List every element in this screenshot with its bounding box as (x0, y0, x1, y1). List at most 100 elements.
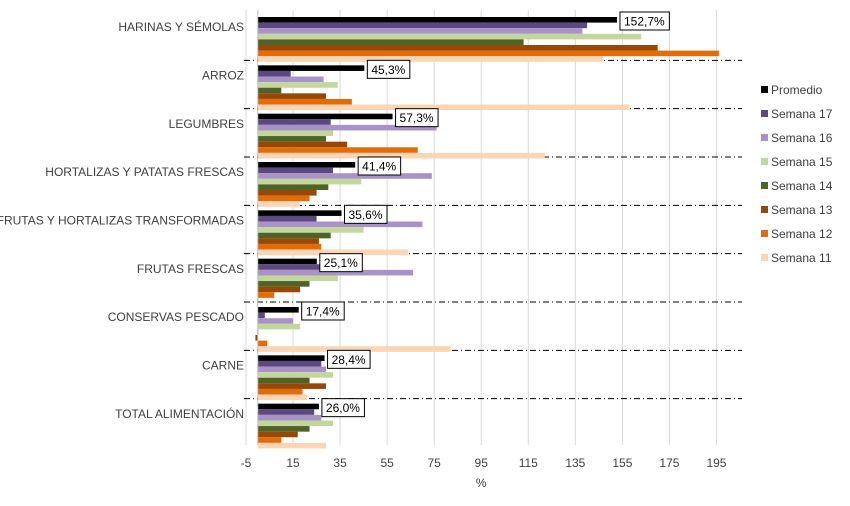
bar-semana-11 (257, 394, 308, 401)
category-label: LEGUMBRES (169, 117, 244, 131)
bar-semana-16 (257, 221, 423, 228)
bar-semana-17 (257, 360, 322, 367)
bar-promedio (257, 403, 319, 410)
bar-semana-17 (257, 312, 265, 319)
x-tick-label: 75 (428, 456, 442, 470)
data-label-text: 17,4% (306, 305, 340, 319)
legend-swatch (761, 182, 768, 189)
bar-semana-17 (257, 264, 322, 270)
category-label: HORTALIZAS Y PATATAS FRESCAS (45, 165, 244, 179)
bar-promedio (257, 355, 325, 361)
bar-semana-12 (257, 388, 303, 395)
legend-swatch (761, 158, 768, 165)
data-label-text: 25,1% (324, 256, 358, 270)
x-tick-label: -5 (241, 456, 252, 470)
data-label: 17,4% (301, 301, 345, 321)
bar-semana-12 (257, 147, 418, 153)
bar-semana-15 (257, 275, 338, 282)
bar-promedio (257, 113, 393, 120)
bar-semana-13 (257, 190, 317, 196)
data-label-text: 28,4% (332, 353, 366, 367)
x-tick-label: 95 (475, 456, 489, 470)
bar-semana-11 (257, 442, 326, 449)
bar-semana-15 (257, 372, 334, 378)
data-labels: 152,7% 45,3% 57,3% 41,4% 35,6% 25,1% 17,4% 28,4… (301, 11, 670, 418)
bar-semana-13 (257, 141, 348, 148)
legend-label: Semana 12 (771, 227, 833, 241)
bar-semana-15 (257, 130, 334, 137)
legend-swatch (761, 110, 768, 117)
data-label: 152,7% (619, 11, 670, 31)
legend-label: Semana 16 (771, 131, 833, 145)
bar-promedio (257, 17, 617, 23)
bar-semana-16 (257, 269, 414, 276)
legend-label: Semana 13 (771, 203, 833, 217)
bar-semana-16 (257, 414, 322, 421)
x-tick-label: 115 (519, 456, 538, 470)
data-label: 35,6% (344, 204, 388, 224)
bar-promedio (257, 210, 342, 216)
bar-semana-17 (257, 119, 331, 125)
category-label: HARINAS Y SÉMOLAS (118, 19, 244, 34)
legend-label: Semana 14 (771, 179, 833, 193)
legend-swatch (761, 230, 768, 237)
bar-semana-14 (257, 281, 310, 287)
bar-semana-14 (257, 232, 331, 239)
bar-semana-11 (257, 346, 451, 352)
data-label: 57,3% (395, 108, 439, 128)
legend-item: Semana 16 (761, 131, 833, 145)
data-label: 25,1% (319, 253, 363, 273)
bar-semana-12 (257, 98, 352, 105)
category-label: CARNE (202, 359, 244, 373)
bar-semana-12 (257, 292, 275, 298)
bar-semana-15 (257, 420, 334, 427)
data-label-text: 35,6% (349, 208, 383, 222)
legend-item: Semana 15 (761, 155, 833, 169)
legend-item: Promedio (761, 83, 823, 97)
legend-swatch (761, 86, 768, 93)
legend-item: Semana 11 (761, 251, 832, 265)
category-label: CONSERVAS PESCADO (108, 310, 244, 324)
bar-semana-15 (257, 82, 338, 88)
x-tick-label: 15 (286, 456, 300, 470)
legend-label: Semana 15 (771, 155, 833, 169)
bar-semana-11 (257, 152, 545, 159)
legend-swatch (761, 254, 768, 261)
x-axis: -5 15 35 55 75 95 115 135 155 175 195 (241, 456, 727, 470)
bar-semana-13 (257, 238, 319, 244)
x-tick-label: 155 (612, 456, 632, 470)
category-labels: HARINAS Y SÉMOLAS ARROZ LEGUMBRES HORTALIZA… (0, 19, 244, 421)
x-tick-label: 195 (706, 456, 726, 470)
bar-semana-15 (257, 33, 642, 40)
x-axis-title: % (476, 476, 487, 490)
category-label: TOTAL ALIMENTACIÓN (115, 406, 244, 421)
bar-semana-14 (257, 136, 326, 142)
data-label-text: 57,3% (400, 111, 434, 125)
bar-semana-13 (257, 93, 326, 99)
bar-semana-14 (257, 87, 282, 94)
category-label: FRUTAS FRESCAS (137, 262, 244, 276)
x-tick-label: 175 (659, 456, 679, 470)
bar-semana-17 (257, 22, 588, 29)
bar-semana-14 (257, 39, 524, 45)
bar-semana-16 (257, 28, 583, 34)
x-tick-label: 135 (565, 456, 585, 470)
legend-label: Promedio (771, 83, 823, 97)
bar-semana-11 (257, 201, 301, 207)
bar-semana-17 (257, 167, 334, 174)
x-tick-label: 35 (333, 456, 347, 470)
bar-promedio (257, 307, 299, 313)
bar-semana-13 (257, 45, 658, 51)
category-label: FRUTAS Y HORTALIZAS TRANSFORMADAS (0, 214, 244, 228)
legend: Promedio Semana 17 Semana 16 Semana 15 Seman… (761, 83, 833, 265)
legend-item: Semana 13 (761, 203, 833, 217)
bar-semana-14 (257, 426, 310, 432)
bar-semana-11 (257, 56, 604, 62)
data-label: 45,3% (366, 59, 411, 79)
legend-swatch (761, 206, 768, 213)
bar-semana-11 (257, 104, 630, 111)
bar-semana-17 (257, 215, 317, 222)
bar-semana-14 (257, 184, 329, 190)
bar-semana-17 (257, 70, 291, 77)
legend-item: Semana 17 (761, 107, 833, 121)
